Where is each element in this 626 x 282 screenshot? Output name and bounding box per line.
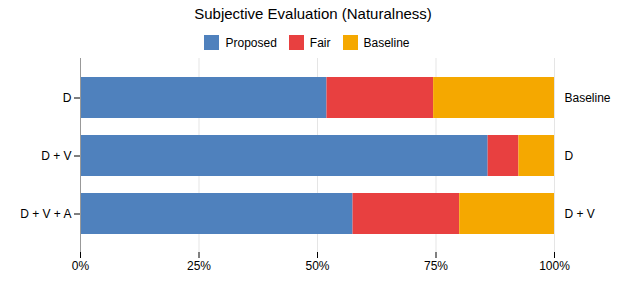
svg-text:D + V + A: D + V + A	[20, 207, 71, 221]
html-text:Baseline: Baseline	[363, 35, 410, 50]
svg-text:25%: 25%	[187, 259, 211, 273]
svg-text:75%: 75%	[424, 259, 448, 273]
svg-text:0%: 0%	[72, 259, 90, 273]
svg-text:D: D	[565, 149, 574, 163]
html-text:Subjective Evaluation (Natural: Subjective Evaluation (Naturalness)	[194, 5, 432, 22]
svg-text:D + V: D + V	[565, 207, 595, 221]
svg-text:50%: 50%	[305, 259, 329, 273]
svg-text:D + V: D + V	[41, 149, 71, 163]
html-text:Proposed: Proposed	[225, 35, 277, 50]
svg-text:100%: 100%	[539, 259, 570, 273]
svg-text:D: D	[63, 91, 72, 105]
html-text:Fair: Fair	[309, 35, 331, 50]
svg-text:Baseline: Baseline	[565, 91, 611, 105]
